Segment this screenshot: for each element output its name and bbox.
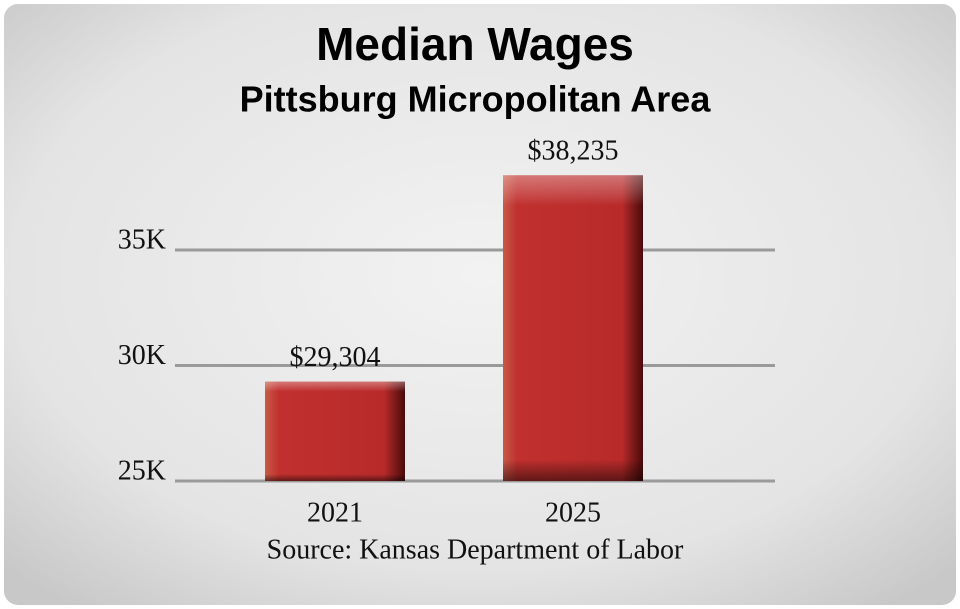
grid: 25K 30K 35K xyxy=(118,224,775,486)
bar-shading xyxy=(503,175,643,482)
chart-title: Median Wages xyxy=(316,18,634,70)
value-label: $38,235 xyxy=(528,136,619,167)
bars: 2021 $29,304 2025 $38,235 xyxy=(265,136,643,528)
y-tick-label: 30K xyxy=(118,340,166,371)
background xyxy=(4,4,956,605)
y-tick-label: 35K xyxy=(118,224,166,255)
x-tick-label: 2025 xyxy=(545,497,601,528)
y-tick-label: 25K xyxy=(118,455,166,486)
chart-subtitle: Pittsburg Micropolitan Area xyxy=(240,79,712,120)
x-tick-label: 2021 xyxy=(307,497,363,528)
value-label: $29,304 xyxy=(290,342,381,373)
source-note: Source: Kansas Department of Labor xyxy=(267,534,684,565)
bar-shading xyxy=(265,381,405,481)
